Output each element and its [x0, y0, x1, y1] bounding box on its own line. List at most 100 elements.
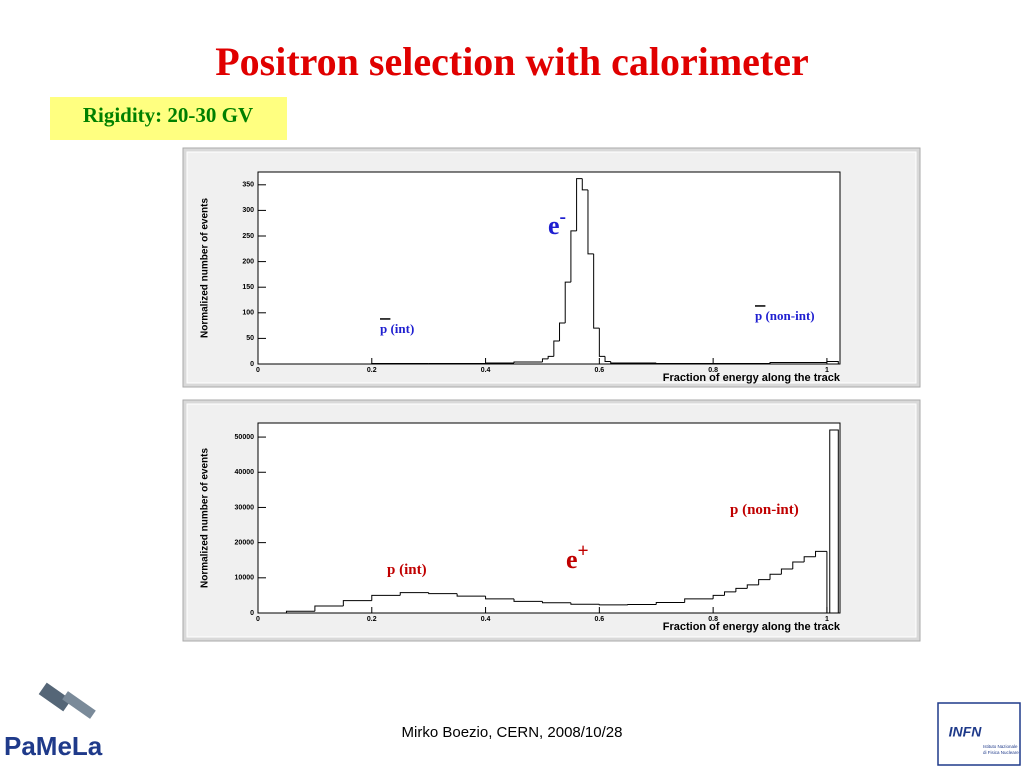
annotation-text: p (int) [387, 562, 427, 578]
annotation-sup: + [578, 541, 589, 562]
logo-left: PaMeLa [4, 731, 103, 761]
histogram-bin [285, 610, 315, 613]
histogram-bin [604, 356, 611, 362]
annotation-text: p (int) [380, 321, 414, 336]
histogram-bin [803, 556, 816, 562]
histogram-bin [456, 593, 486, 597]
y-tick-label: 0 [250, 361, 254, 368]
y-axis-label: Normalized number of events [200, 448, 211, 588]
histogram-bin [769, 573, 782, 580]
histogram-bin [581, 178, 588, 191]
y-tick-label: 50 [246, 335, 254, 342]
logo-right: INFN [949, 724, 983, 740]
histogram-bin [399, 592, 429, 596]
histogram-bin [485, 362, 515, 364]
histogram-bin [547, 355, 554, 359]
histogram-bin [564, 281, 571, 324]
histogram-bin [829, 429, 839, 613]
histogram-bin [655, 362, 714, 364]
x-tick-label: 0.4 [481, 616, 491, 623]
histogram-bin [342, 600, 372, 606]
histogram-bin [826, 360, 839, 364]
x-tick-label: 0.2 [367, 616, 377, 623]
histogram-bin [712, 594, 725, 599]
histogram-bin [513, 361, 543, 363]
histogram-bin [780, 568, 793, 575]
histogram-bin [593, 253, 600, 329]
x-tick-label: 0.6 [594, 616, 604, 623]
annotation-text: e [566, 545, 578, 574]
annotation: p (int) [387, 562, 427, 578]
histogram-bin [314, 605, 344, 612]
histogram-bin [815, 550, 827, 557]
histogram-bin [371, 594, 401, 601]
x-tick-label: 0.2 [367, 367, 377, 374]
histogram-bin [553, 340, 560, 357]
annotation: p (non-int) [755, 308, 815, 323]
x-tick-label: 0.4 [481, 367, 491, 374]
histogram-bin [570, 230, 577, 283]
histogram-bin [587, 189, 594, 255]
annotation: p (int) [380, 321, 414, 336]
annotation: e+ [566, 541, 589, 574]
plot-area [257, 422, 841, 614]
y-tick-label: 50000 [235, 434, 255, 441]
annotation-text: p (non-int) [730, 502, 799, 518]
x-axis-label: Fraction of energy along the track [663, 621, 841, 633]
histogram-bin [746, 584, 759, 589]
histogram-bin [541, 601, 571, 604]
x-tick-label: 0 [256, 367, 260, 374]
histogram-bin [610, 361, 657, 364]
histogram-bin [371, 362, 429, 364]
infn-logo: INFN Istituto Nazionale di Fisica Nuclea… [937, 702, 1021, 766]
histogram-bin [655, 601, 685, 605]
annotation-text: p (non-int) [755, 308, 815, 323]
histogram-bin [724, 591, 736, 596]
y-tick-label: 150 [242, 284, 254, 291]
histogram-bin [598, 328, 606, 357]
y-tick-label: 200 [242, 258, 254, 265]
x-tick-label: 1 [825, 616, 829, 623]
subtitle-box [50, 97, 287, 140]
histogram-bin [570, 602, 600, 605]
logo-caption: di Fisica Nucleare [983, 750, 1019, 755]
annotation: p (non-int) [730, 502, 799, 518]
histogram-bin [769, 361, 827, 364]
x-tick-label: 0.8 [708, 616, 718, 623]
histogram-bin [485, 596, 515, 600]
annotation: e- [548, 207, 566, 240]
x-tick-label: 1 [825, 367, 829, 374]
y-tick-label: 20000 [235, 539, 255, 546]
annotation-sup: - [560, 207, 567, 228]
footer: Mirko Boezio, CERN, 2008/10/28 [402, 724, 623, 741]
pamela-logo: PaMeLa [4, 682, 103, 761]
y-axis-label: Normalized number of events [200, 198, 211, 338]
y-tick-label: 0 [250, 610, 254, 617]
histogram-bin [826, 551, 830, 614]
histogram-bin [735, 587, 748, 592]
histogram-bin [559, 322, 566, 341]
histogram-bin [792, 561, 805, 570]
histogram-bin [541, 358, 549, 362]
histogram-bin [428, 592, 458, 595]
y-tick-label: 350 [242, 182, 254, 189]
slide-title: Positron selection with calorimeter [215, 39, 809, 84]
x-tick-label: 0 [256, 616, 260, 623]
y-tick-label: 100 [242, 310, 254, 317]
subtitle: Rigidity: 20-30 GV [83, 103, 253, 127]
y-tick-label: 250 [242, 233, 254, 240]
x-tick-label: 0.6 [594, 367, 604, 374]
histogram-bin [598, 604, 628, 606]
y-tick-label: 40000 [235, 469, 255, 476]
annotation-text: e [548, 211, 560, 240]
logo-caption: Istituto Nazionale [983, 744, 1018, 749]
histogram-bin [576, 178, 583, 231]
histogram-bin [513, 598, 543, 602]
y-tick-label: 300 [242, 207, 254, 214]
x-axis-label: Fraction of energy along the track [663, 372, 841, 384]
plot-area [257, 171, 841, 365]
histogram-bin [684, 598, 714, 603]
y-tick-label: 10000 [235, 575, 255, 582]
histogram-bin [758, 579, 771, 585]
